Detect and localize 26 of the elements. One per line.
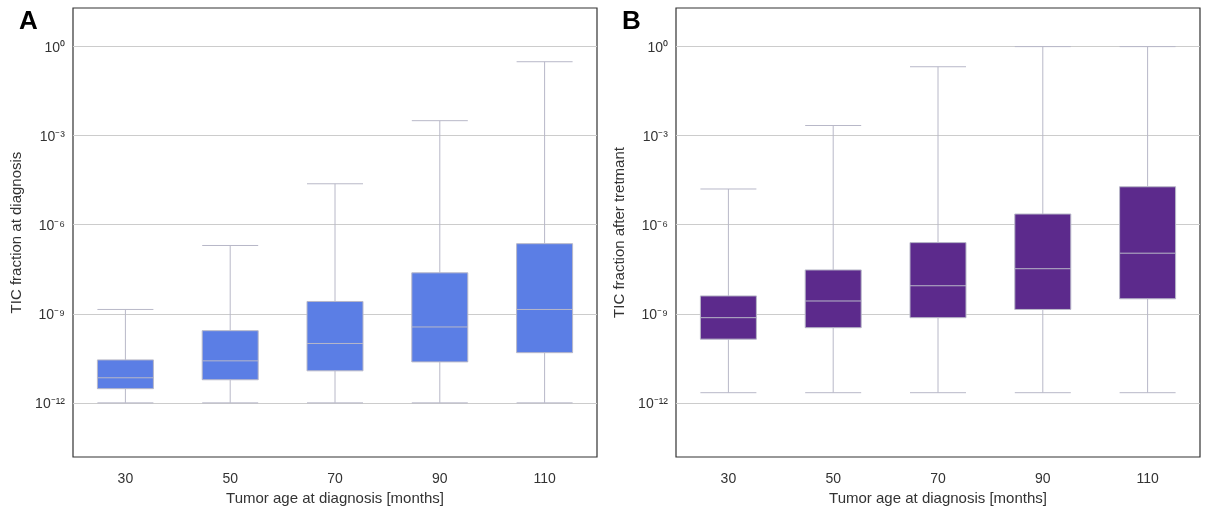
x-tick-label: 70 — [327, 470, 343, 486]
x-axis-title: Tumor age at diagnosis [months] — [829, 488, 1047, 506]
x-axis-title: Tumor age at diagnosis [months] — [226, 488, 444, 506]
y-tick-label: 10⁻⁶ — [641, 216, 668, 233]
x-tick-label: 110 — [533, 470, 556, 486]
y-tick-label: 10⁰ — [44, 38, 65, 55]
y-axis-title: TIC fraction at diagnosis — [7, 151, 24, 314]
x-tick-label: 90 — [432, 470, 448, 486]
y-axis-title: TIC fraction after tretmant — [610, 146, 627, 318]
x-tick-label: 90 — [1035, 470, 1051, 486]
x-tick-label: 50 — [825, 470, 842, 486]
x-tick-label: 30 — [720, 470, 737, 486]
x-tick-label: 70 — [930, 470, 946, 486]
y-tick-label: 10⁻⁶ — [38, 216, 65, 233]
x-tick-label: 30 — [117, 470, 134, 486]
x-tick-label: 110 — [1136, 470, 1159, 486]
y-tick-label: 10⁻¹² — [35, 394, 66, 411]
y-tick-label: 10⁻³ — [39, 127, 66, 144]
y-tick-label: 10⁰ — [647, 38, 668, 55]
y-tick-label: 10⁻⁹ — [38, 305, 65, 322]
chart-title: B — [622, 5, 641, 35]
y-tick-label: 10⁻⁹ — [641, 305, 668, 322]
chart-title: A — [19, 5, 38, 35]
x-tick-label: 50 — [222, 470, 239, 486]
y-tick-label: 10⁻³ — [642, 127, 669, 144]
y-tick-label: 10⁻¹² — [638, 394, 669, 411]
